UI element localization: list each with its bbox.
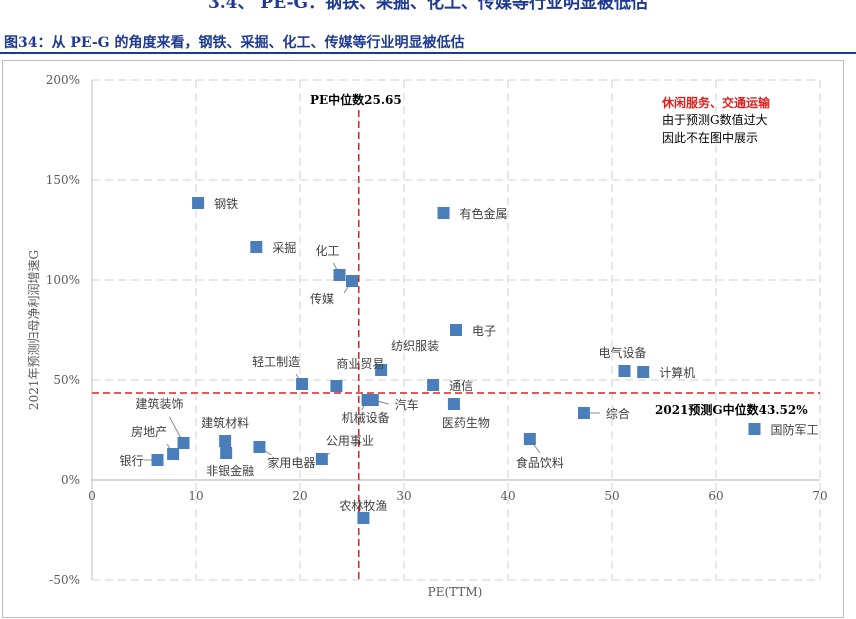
chart-frame [2, 60, 844, 618]
data-point-marker [192, 197, 205, 209]
y-tick-label: 50% [53, 373, 80, 387]
point-label: 轻工制造 [252, 355, 300, 369]
point-label: 汽车 [395, 397, 419, 412]
point-label: 电气设备 [598, 345, 646, 360]
point-label: 计算机 [659, 365, 695, 380]
tick-labels: -50% 0% 50% 100% 150% 200% 0 10 20 30 40 50 60 70 [46, 73, 828, 587]
y-tick-label: 200% [46, 73, 80, 87]
excluded-note-line1: 由于预测G数值过大 [662, 112, 768, 127]
data-point-marker [618, 365, 631, 377]
data-point-marker [333, 269, 346, 281]
point-label: 化工 [316, 244, 340, 258]
data-point-marker [253, 441, 266, 453]
point-label: 纺织服装 [391, 339, 439, 353]
data-point-marker [447, 398, 460, 410]
x-tick-label: 20 [292, 489, 307, 503]
point-label: 房地产 [131, 424, 167, 439]
point-label: 传媒 [310, 291, 334, 306]
data-point-marker [427, 379, 440, 391]
excluded-industries-note: 休闲服务、交通运输 [661, 95, 771, 110]
point-label: 银行 [120, 454, 144, 468]
data-point-marker [151, 454, 164, 466]
point-label: 建筑材料 [201, 415, 249, 430]
data-point-marker [315, 453, 328, 465]
point-label: 综合 [606, 406, 630, 421]
point-label: 有色金属 [460, 206, 508, 221]
x-tick-label: 50 [604, 489, 619, 503]
point-label: 国防军工 [770, 422, 818, 437]
x-axis-label: PE(TTM) [428, 585, 483, 599]
point-label: 商业贸易 [336, 356, 384, 371]
x-tick-label: 70 [812, 489, 827, 503]
data-point-marker [437, 207, 450, 219]
data-point-marker [357, 512, 370, 524]
g-median-label: 2021预测G中位数43.52% [655, 402, 808, 417]
point-label: 钢铁 [214, 197, 238, 211]
data-point-marker [375, 364, 388, 376]
y-tick-label: -50% [49, 573, 80, 587]
figure-title: 图34：从 PE-G 的角度来看，钢铁、采掘、化工、传媒等行业明显被低估 [4, 35, 465, 51]
point-label: 公用事业 [326, 434, 374, 448]
x-tick-label: 30 [396, 489, 411, 503]
x-tick-label: 60 [708, 489, 723, 503]
point-label: 医药生物 [442, 416, 490, 430]
data-markers [151, 197, 761, 524]
data-point-marker [523, 433, 536, 445]
median-lines [92, 110, 820, 580]
data-point-marker [330, 380, 343, 392]
axes [91, 80, 820, 580]
data-point-marker [167, 448, 180, 460]
data-point-marker [220, 447, 233, 459]
data-point-marker [177, 437, 190, 449]
x-tick-label: 40 [500, 489, 515, 503]
data-point-marker [250, 241, 263, 253]
data-point-marker [577, 407, 590, 419]
data-point-marker [450, 324, 462, 336]
point-label: 非银金融 [206, 463, 254, 478]
point-label: 农林牧渔 [339, 499, 387, 513]
x-tick-label: 10 [188, 489, 203, 503]
grid-lines [92, 79, 821, 581]
section-heading: 3.4、 PE-G：钢铁、采掘、化工、传媒等行业明显被低估 [207, 0, 649, 13]
data-point-marker [346, 275, 358, 287]
point-label: 食品饮料 [516, 455, 564, 470]
data-point-marker [366, 394, 379, 406]
y-tick-label: 150% [46, 173, 80, 187]
pe-median-label: PE中位数25.65 [310, 92, 402, 107]
title-rule [0, 52, 856, 54]
point-label: 电子 [472, 324, 496, 338]
y-tick-label: 0% [61, 473, 80, 487]
point-label: 采掘 [272, 240, 296, 255]
excluded-note-line2: 因此不在图中展示 [662, 130, 758, 145]
y-axis-label: 2021年预测归母净利润增速G [27, 250, 41, 410]
point-label: 机械设备 [342, 410, 390, 425]
data-point-marker [296, 378, 309, 390]
x-tick-label: 0 [88, 489, 96, 503]
data-point-marker [219, 435, 232, 447]
y-tick-label: 100% [46, 273, 80, 287]
point-label: 通信 [449, 379, 473, 393]
point-label: 建筑装饰 [136, 396, 184, 411]
point-label: 家用电器 [267, 455, 315, 470]
data-point-marker [748, 423, 761, 435]
data-point-marker [637, 366, 650, 378]
